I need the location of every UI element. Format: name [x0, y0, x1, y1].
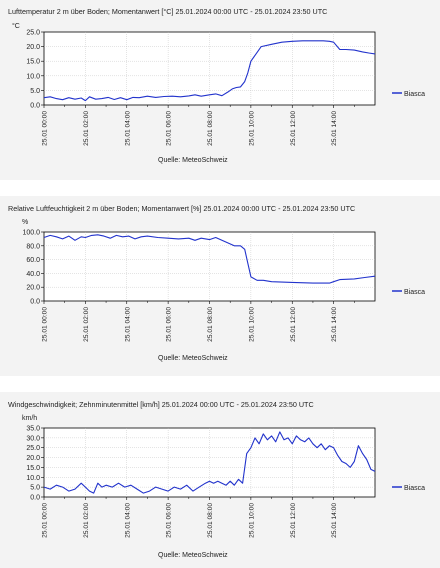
series-line-biasca	[43, 40, 376, 102]
x-tick-label: 25.01 10:00	[248, 111, 255, 146]
x-tick-label: 25.01 00:00	[42, 503, 49, 538]
y-tick-label: 25.0	[26, 445, 40, 452]
x-tick-label: 25.01 12:00	[290, 111, 297, 146]
x-tick-label: 25.01 10:00	[248, 503, 255, 538]
x-tick-label: 25.01 12:00	[290, 503, 297, 538]
x-tick-label: 25.01 12:00	[290, 307, 297, 342]
x-tick-label: 25.01 10:00	[248, 307, 255, 342]
legend: Biasca	[392, 485, 425, 492]
chart-title: Relative Luftfeuchtigkeit 2 m über Boden…	[8, 204, 355, 213]
source-label: Quelle: MeteoSchweiz	[158, 552, 228, 559]
y-tick-label: 20.0	[26, 44, 40, 51]
x-tick-label: 25.01 14:00	[331, 503, 338, 538]
chart-humidity: Relative Luftfeuchtigkeit 2 m über Boden…	[8, 204, 425, 362]
x-tick-label: 25.01 08:00	[207, 111, 214, 146]
chart-title: Lufttemperatur 2 m über Boden; Momentanw…	[8, 7, 327, 16]
y-axis-unit: °C	[12, 22, 20, 30]
y-tick-label: 30.0	[26, 435, 40, 442]
x-tick-label: 25.01 14:00	[331, 307, 338, 342]
legend: Biasca	[392, 289, 425, 296]
legend-label: Biasca	[404, 91, 425, 98]
y-tick-label: 20.0	[26, 455, 40, 462]
legend: Biasca	[392, 91, 425, 98]
x-tick-label: 25.01 08:00	[207, 307, 214, 342]
y-tick-label: 20.0	[26, 285, 40, 292]
legend-label: Biasca	[404, 289, 425, 296]
y-tick-label: 5.0	[30, 88, 40, 95]
x-tick-label: 25.01 06:00	[166, 307, 173, 342]
x-tick-label: 25.01 04:00	[124, 111, 131, 146]
y-tick-label: 60.0	[26, 257, 40, 264]
plot-area: 35.0 30.0 25.0 20.0 15.0 10.0 5.0 0.025.01 00:0…	[26, 426, 376, 538]
x-tick-label: 25.01 02:00	[83, 307, 90, 342]
chart-wind: Windgeschwindigkeit; Zehnminutenmittel […	[8, 400, 425, 559]
plot-area: 25.0 20.0 15.0 10.0 5.0 0.025.01 00:00 25.01 0…	[26, 30, 376, 146]
x-tick-label: 25.01 04:00	[124, 307, 131, 342]
source-label: Quelle: MeteoSchweiz	[158, 157, 228, 164]
x-tick-label: 25.01 06:00	[166, 503, 173, 538]
y-tick-label: 10.0	[26, 475, 40, 482]
y-axis-unit: km/h	[22, 415, 37, 422]
legend-label: Biasca	[404, 485, 425, 492]
plot-area: 100.0 80.0 60.0 40.0 20.0 0.025.01 00:00 25.01…	[22, 230, 376, 342]
x-tick-label: 25.01 04:00	[124, 503, 131, 538]
series-line-biasca	[43, 431, 376, 494]
y-tick-label: 15.0	[26, 59, 40, 66]
y-tick-label: 0.0	[30, 495, 40, 502]
source-label: Quelle: MeteoSchweiz	[158, 355, 228, 362]
x-tick-label: 25.01 14:00	[331, 111, 338, 146]
x-tick-label: 25.01 02:00	[83, 503, 90, 538]
y-tick-label: 0.0	[30, 103, 40, 110]
y-tick-label: 15.0	[26, 465, 40, 472]
y-tick-label: 80.0	[26, 243, 40, 250]
x-tick-label: 25.01 06:00	[166, 111, 173, 146]
x-tick-label: 25.01 00:00	[42, 111, 49, 146]
x-tick-label: 25.01 00:00	[42, 307, 49, 342]
y-tick-label: 100.0	[22, 230, 40, 237]
y-axis-unit: %	[22, 219, 28, 226]
x-tick-label: 25.01 02:00	[83, 111, 90, 146]
y-tick-label: 10.0	[26, 73, 40, 80]
y-tick-label: 25.0	[26, 30, 40, 37]
chart-temperature: Lufttemperatur 2 m über Boden; Momentanw…	[8, 7, 425, 164]
x-tick-label: 25.01 08:00	[207, 503, 214, 538]
y-tick-label: 40.0	[26, 271, 40, 278]
series-line-biasca	[43, 234, 376, 284]
y-tick-label: 35.0	[26, 426, 40, 433]
y-tick-label: 0.0	[30, 299, 40, 306]
y-tick-label: 5.0	[30, 485, 40, 492]
chart-title: Windgeschwindigkeit; Zehnminutenmittel […	[8, 400, 314, 409]
